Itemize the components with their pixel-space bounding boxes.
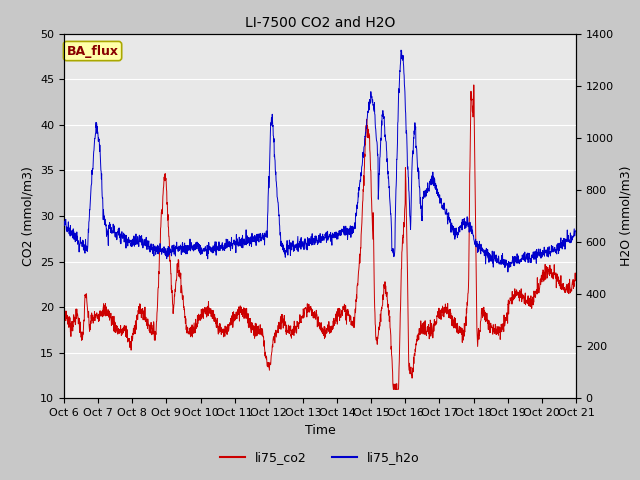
Y-axis label: CO2 (mmol/m3): CO2 (mmol/m3) (22, 166, 35, 266)
Text: BA_flux: BA_flux (67, 45, 118, 58)
Title: LI-7500 CO2 and H2O: LI-7500 CO2 and H2O (245, 16, 395, 30)
Legend: li75_co2, li75_h2o: li75_co2, li75_h2o (215, 446, 425, 469)
X-axis label: Time: Time (305, 424, 335, 437)
Y-axis label: H2O (mmol/m3): H2O (mmol/m3) (620, 166, 632, 266)
